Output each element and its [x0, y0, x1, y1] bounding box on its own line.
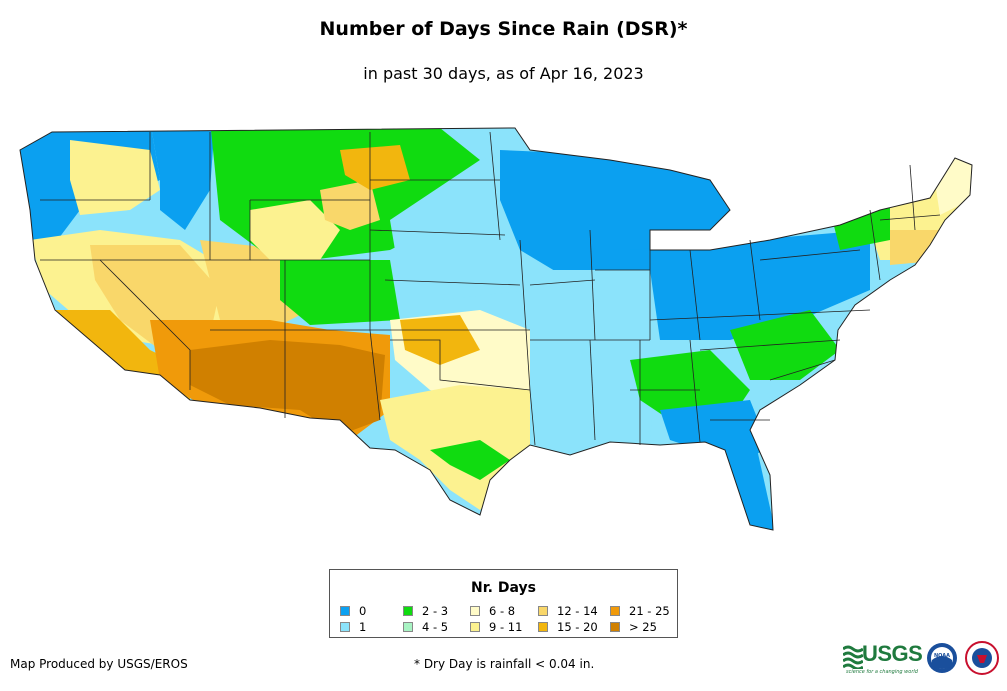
region-oregon-pale	[70, 140, 160, 215]
legend-label: 4 - 5	[422, 620, 449, 634]
legend-title: Nr. Days	[471, 580, 536, 596]
legend-swatch	[470, 622, 480, 632]
legend-item: 12 - 14	[538, 605, 598, 618]
noaa-logo-icon: NOAA	[927, 643, 957, 673]
legend: Nr. Days 0 1 2 - 3 4 - 5 6 - 8 9 - 11 12 - 14 1…	[329, 569, 678, 638]
map-title: Number of Days Since Rain (DSR)*	[319, 18, 688, 40]
legend-swatch	[610, 606, 620, 616]
legend-item: 15 - 20	[538, 621, 598, 634]
legend-item: 0	[340, 605, 366, 618]
region-mississippi-lightblue	[530, 270, 660, 440]
legend-label: 21 - 25	[629, 604, 670, 618]
usgs-tagline: science for a changing world	[846, 669, 918, 675]
region-southeast-green	[630, 350, 750, 420]
map-subtitle: in past 30 days, as of Apr 16, 2023	[363, 64, 644, 83]
usgs-logo-text: USGS	[862, 641, 923, 666]
region-carolinas-green	[730, 310, 840, 380]
legend-label: > 25	[629, 620, 657, 634]
agency-logos: USGS science for a changing world NOAA	[843, 640, 1003, 682]
region-southwest-brown	[190, 340, 385, 435]
region-idaho-blue	[150, 128, 215, 230]
legend-item: 21 - 25	[610, 605, 670, 618]
legend-swatch	[470, 606, 480, 616]
legend-label: 1	[359, 620, 367, 634]
legend-item: 9 - 11	[470, 621, 522, 634]
region-mass-orange	[890, 230, 945, 265]
legend-label: 2 - 3	[422, 604, 449, 618]
legend-label: 12 - 14	[557, 604, 598, 618]
state-boundaries	[19, 127, 973, 531]
legend-label: 9 - 11	[489, 620, 523, 634]
legend-swatch	[403, 606, 413, 616]
noaa-logo-text: NOAA	[934, 653, 950, 659]
region-montana-tan	[320, 180, 380, 230]
legend-swatch	[340, 622, 350, 632]
region-florida-blue	[720, 440, 775, 530]
legend-label: 15 - 20	[557, 620, 598, 634]
legend-item: > 25	[610, 621, 657, 634]
dsr-map	[19, 127, 973, 531]
region-montana-orange	[340, 145, 410, 190]
legend-item: 1	[340, 621, 366, 634]
usgs-logo-icon	[843, 645, 863, 669]
nws-logo-icon	[965, 641, 999, 675]
legend-swatch	[403, 622, 413, 632]
legend-swatch	[538, 606, 548, 616]
legend-item: 6 - 8	[470, 605, 515, 618]
dry-day-note: * Dry Day is rainfall < 0.04 in.	[414, 657, 595, 671]
region-wyoming-tan	[250, 200, 340, 260]
region-midwest-blue	[500, 150, 730, 280]
credit-text: Map Produced by USGS/EROS	[10, 657, 188, 671]
legend-swatch	[610, 622, 620, 632]
legend-item: 4 - 5	[403, 621, 448, 634]
legend-label: 6 - 8	[489, 604, 516, 618]
legend-label: 0	[359, 604, 367, 618]
legend-swatch	[538, 622, 548, 632]
region-texas-green	[430, 440, 510, 480]
legend-item: 2 - 3	[403, 605, 448, 618]
legend-swatch	[340, 606, 350, 616]
